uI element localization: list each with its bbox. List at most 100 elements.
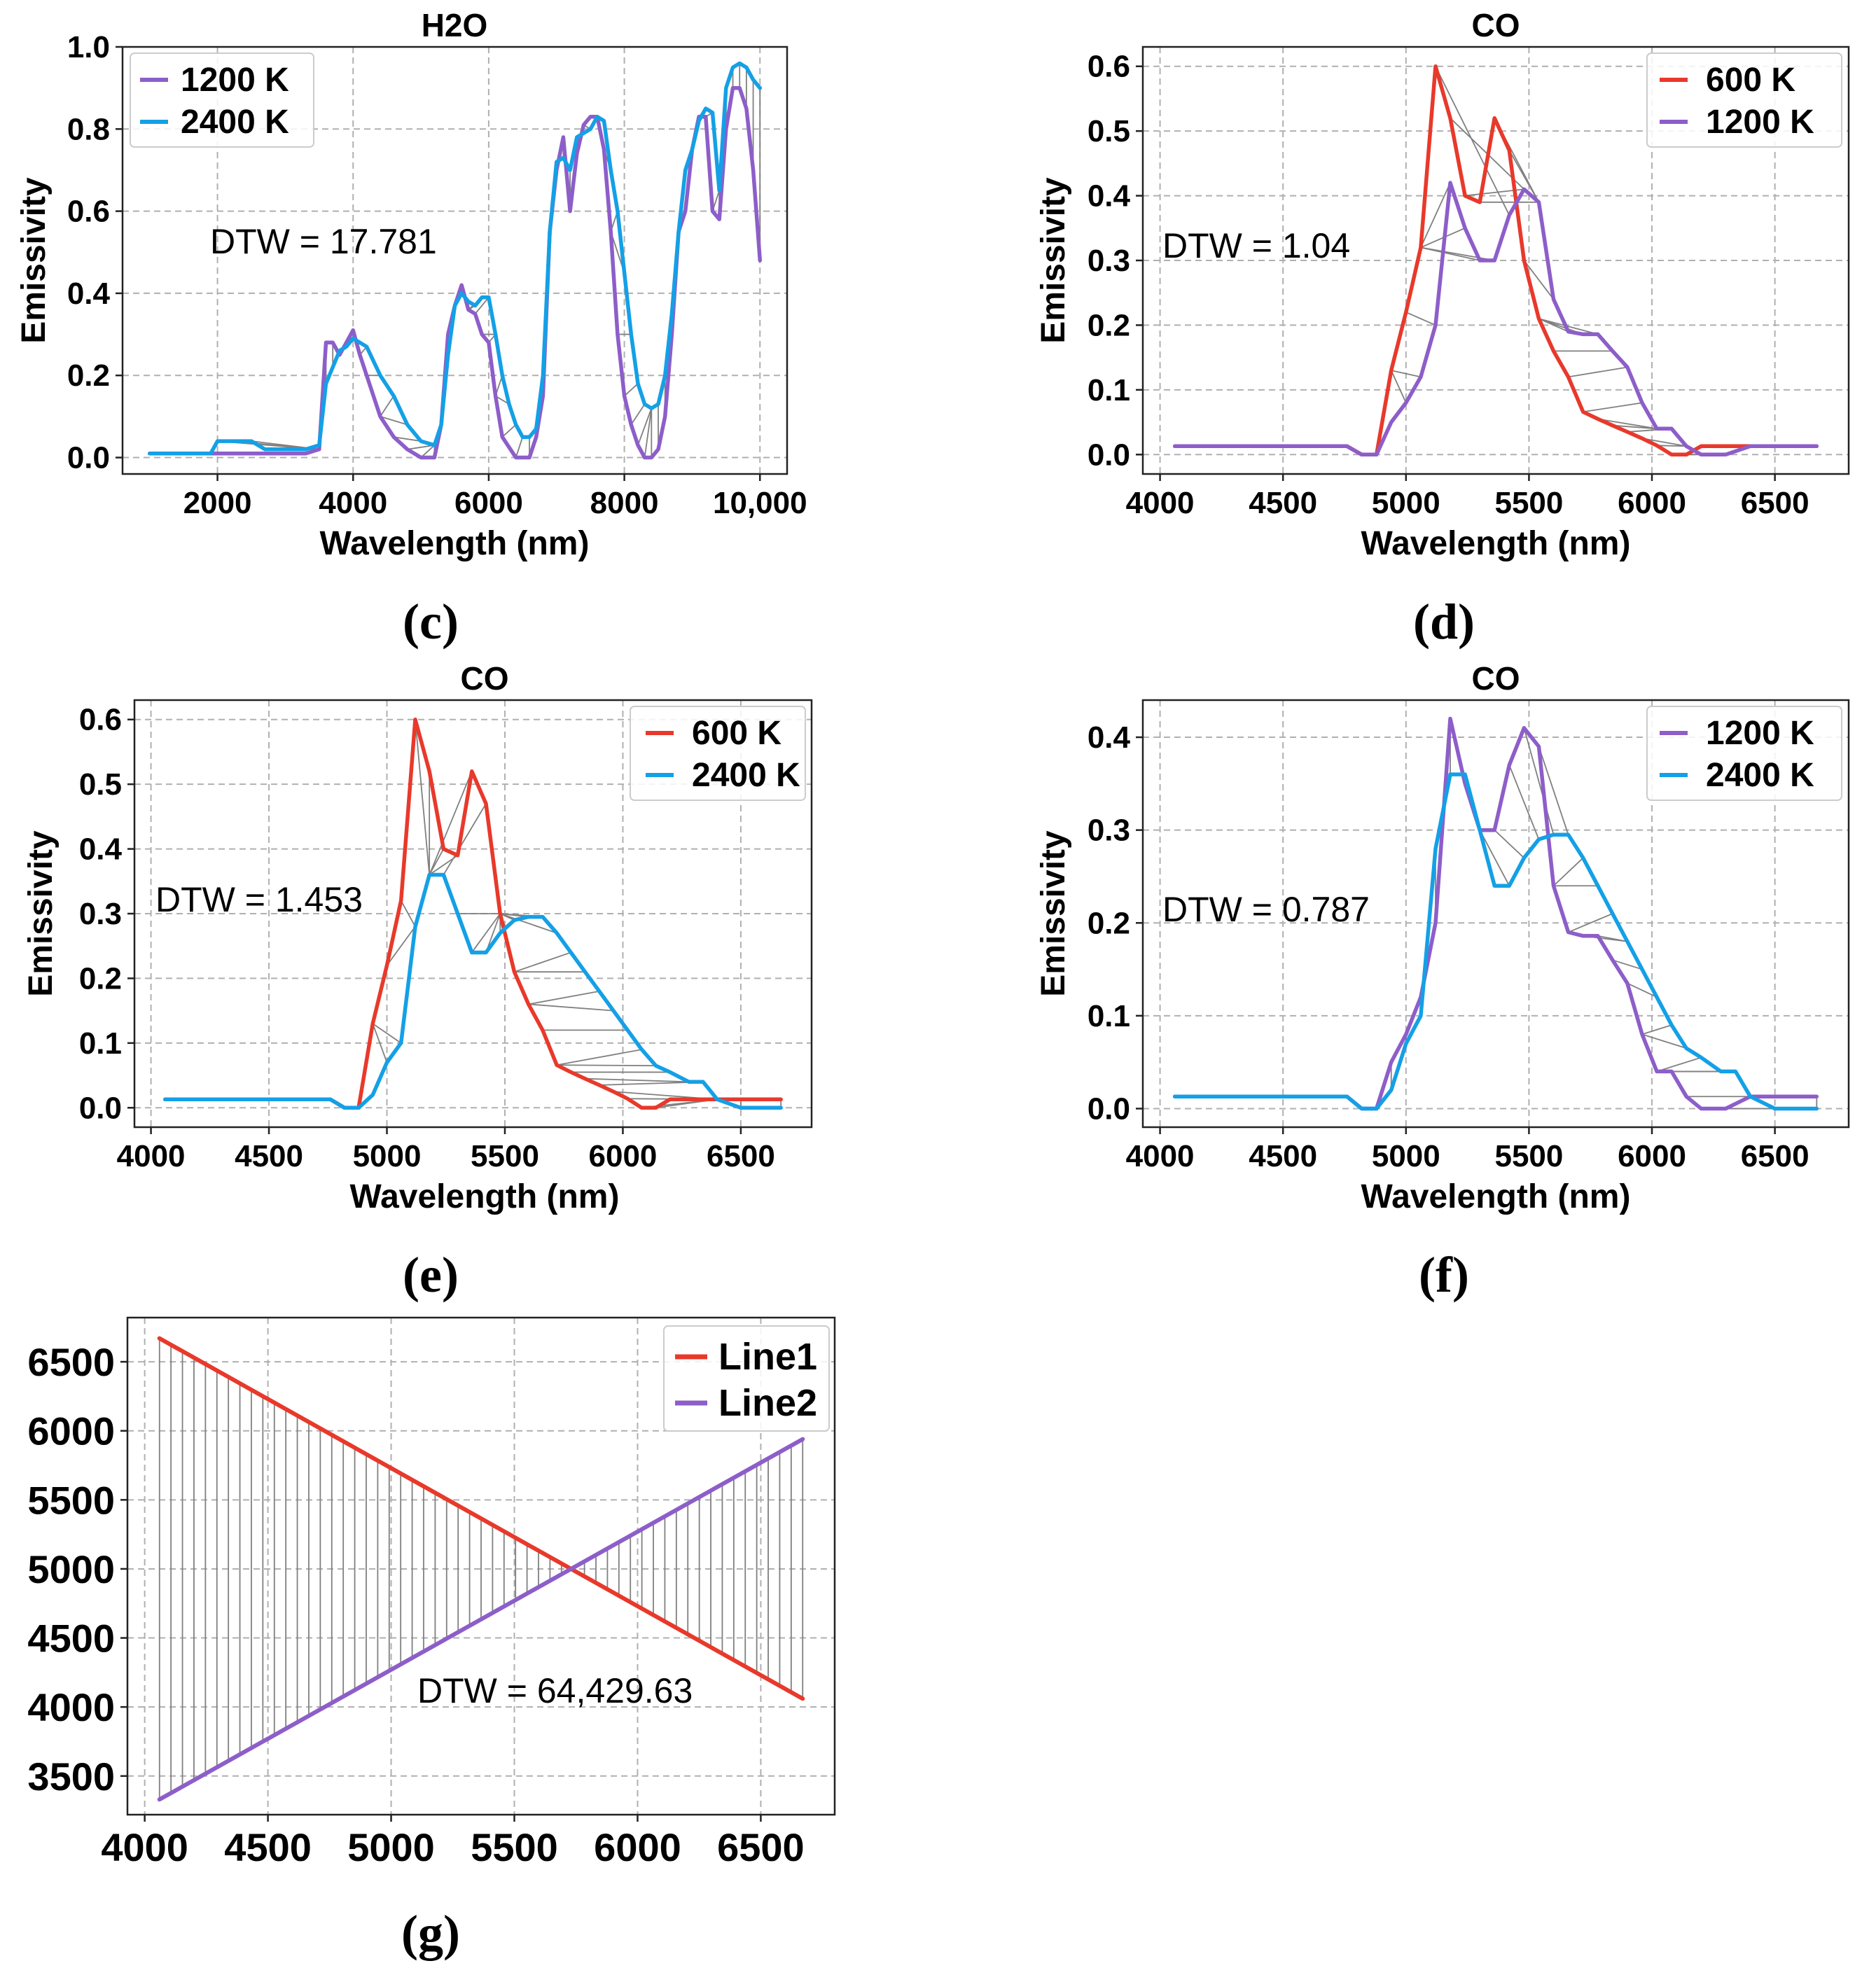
y-tick-label: 0.2 (79, 961, 122, 996)
panel-g-line-chart: 4000 4500 5000 5500 6000 6500 3500 4000 4500 5000… (27, 1316, 836, 1961)
x-tick-label: 5000 (353, 1139, 422, 1173)
dtw-connector (1656, 1056, 1702, 1073)
x-tick-label: 5000 (347, 1825, 435, 1869)
y-tick-label: 0.4 (67, 277, 111, 311)
x-tick-label: 6500 (1741, 486, 1809, 520)
dtw-connector (1435, 66, 1510, 216)
x-tick-label: 4000 (1126, 486, 1195, 520)
dtw-connector (1568, 913, 1613, 933)
dtw-connector (514, 951, 571, 973)
x-tick-label: 5500 (1494, 1139, 1563, 1173)
legend-label-1200k: 1200 K (181, 62, 289, 99)
x-tick-label: 2000 (183, 486, 252, 520)
dtw-connector (420, 445, 436, 459)
panel-d-co-chart: 4000 4500 5000 5500 6000 6500 0.0 0.1 0.2 0.3 0.4 0… (1035, 7, 1850, 650)
y-tick-label: 0.6 (67, 195, 110, 229)
y-tick-label: 0.3 (1088, 244, 1130, 278)
x-tick-label: 6000 (454, 486, 523, 520)
dtw-connector (372, 1023, 402, 1044)
legend-box (630, 706, 806, 801)
y-tick-label: 0.5 (1088, 114, 1130, 148)
dtw-connector (443, 803, 487, 876)
y-tick-label: 0.6 (1088, 50, 1130, 84)
panel-caption: (d) (1413, 594, 1475, 650)
series-line-2400k (163, 872, 783, 1110)
dtw-connector (471, 913, 501, 953)
panel-caption: (e) (403, 1247, 459, 1303)
x-tick-label: 4000 (117, 1139, 186, 1173)
legend-label-2400k: 2400 K (1706, 757, 1814, 794)
legend-label-1200k: 1200 K (1706, 104, 1814, 141)
y-tick-label: 0.3 (79, 897, 122, 931)
panel-e-co-chart: 4000 4500 5000 5500 6000 6500 0.0 0.1 0.2 0.3 0.4 0… (22, 660, 813, 1303)
plot-frame (133, 699, 813, 1129)
dtw-connector (380, 416, 408, 426)
dtw-connector (528, 1003, 614, 1012)
y-tick-label: 0.6 (79, 703, 122, 737)
y-axis-label: Emissivity (1035, 830, 1072, 997)
dtw-connector (1390, 370, 1407, 403)
dtw-connector (372, 1023, 388, 1063)
x-tick-label: 6500 (1741, 1139, 1809, 1173)
chart-title: CO (1472, 7, 1520, 43)
dtw-annotation: DTW = 0.787 (1162, 890, 1370, 929)
y-tick-label: 5500 (27, 1478, 115, 1522)
x-tick-label: 5000 (1372, 486, 1440, 520)
y-tick-label: 4500 (27, 1617, 115, 1661)
dtw-connector (623, 383, 639, 397)
plot-area: 4000 4500 5000 5500 6000 6500 0.0 0.1 0.2 0.3 0.4 (1088, 699, 1850, 1173)
x-axis-label: Wavelength (nm) (350, 1178, 620, 1215)
x-tick-label: 6500 (717, 1825, 805, 1869)
panel-caption: (c) (403, 594, 459, 650)
y-tick-label: 1.0 (67, 30, 110, 64)
dtw-connector (394, 436, 422, 442)
series-line-1200k (1172, 181, 1819, 457)
x-tick-label: 5000 (1372, 1139, 1440, 1173)
y-tick-label: 0.0 (1088, 1091, 1130, 1126)
legend-label-600k: 600 K (692, 715, 781, 752)
y-axis-label: Emissivity (22, 830, 60, 997)
y-axis-label: Emissivity (15, 177, 53, 344)
y-tick-label: 0.1 (1088, 373, 1130, 407)
x-tick-label: 6000 (594, 1825, 681, 1869)
x-tick-label: 4000 (1126, 1139, 1195, 1173)
legend-label-2400k: 2400 K (692, 757, 800, 794)
dtw-connector (1552, 857, 1584, 886)
dtw-annotation: DTW = 1.453 (155, 880, 363, 919)
x-tick-label: 4500 (1249, 1139, 1317, 1173)
y-tick-label: 0.3 (1088, 814, 1130, 848)
dtw-connector (1538, 746, 1569, 835)
dtw-connector (407, 445, 435, 450)
x-tick-label: 6000 (1618, 486, 1686, 520)
y-tick-label: 0.0 (1088, 438, 1130, 472)
dtw-connector (1583, 402, 1643, 413)
dtw-connector (585, 1077, 689, 1083)
chart-title: CO (461, 660, 509, 697)
dtw-connectors (158, 1338, 804, 1800)
x-tick-label: 6000 (1618, 1139, 1686, 1173)
y-tick-label: 4000 (27, 1685, 115, 1729)
dtw-connectors (344, 719, 782, 1109)
dtw-connector (1657, 445, 1687, 447)
y-tick-label: 5000 (27, 1547, 115, 1591)
dtw-connector (556, 1049, 642, 1066)
chart-title: H2O (422, 7, 488, 43)
series-line-2400k (1172, 772, 1819, 1111)
dtw-annotation: DTW = 64,429.63 (417, 1671, 693, 1710)
y-tick-label: 0.0 (79, 1091, 122, 1125)
x-tick-label: 4000 (101, 1825, 188, 1869)
dtw-connector (1479, 830, 1510, 886)
x-tick-label: 4500 (1249, 486, 1317, 520)
legend-label-1200k: 1200 K (1706, 715, 1814, 752)
dtw-annotation: DTW = 17.781 (210, 222, 437, 261)
dtw-connector (380, 396, 395, 417)
y-tick-label: 3500 (27, 1754, 115, 1799)
x-tick-label: 10,000 (713, 486, 807, 520)
legend: 1200 K 2400 K (130, 53, 314, 148)
plot-area: 2000 4000 6000 8000 10,000 0.0 0.2 0.4 0.6 0.8 1.0 (67, 30, 807, 520)
plot-area: 4000 4500 5000 5500 6000 6500 0.0 0.1 0.2 0.3 0.4 0… (79, 699, 813, 1173)
x-axis-label: Wavelength (nm) (320, 525, 590, 562)
legend-box (130, 53, 314, 148)
y-axis-label: Emissivity (1035, 177, 1072, 344)
